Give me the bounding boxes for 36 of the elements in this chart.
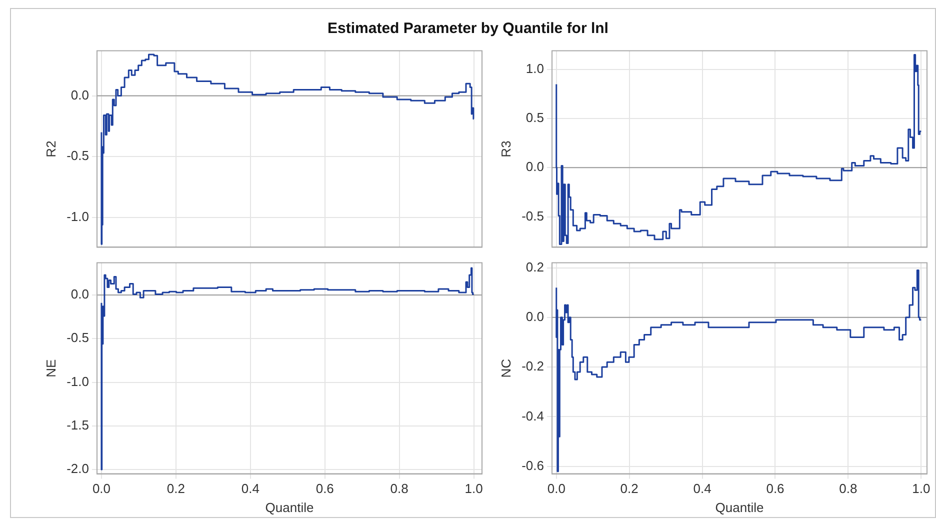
x-tick-label: 0.0 — [547, 481, 566, 496]
y-tick-label: 0.0 — [526, 159, 544, 174]
y-tick-label: -0.5 — [66, 148, 89, 164]
x-tick-label: 0.4 — [693, 481, 712, 496]
x-tick-label: 0.6 — [766, 481, 784, 496]
y-tick-label: -0.4 — [522, 408, 544, 424]
y-tick-label: -0.6 — [522, 458, 544, 473]
y-tick-label: 0.0 — [526, 308, 544, 324]
x-tick-label: 0.6 — [316, 481, 334, 496]
x-tick-label: 0.8 — [390, 481, 408, 496]
y-axis-title: R3 — [498, 140, 514, 158]
x-axis-title: Quantile — [715, 500, 764, 515]
y-tick-label: 0.0 — [70, 286, 89, 302]
x-tick-label: 0.2 — [620, 481, 638, 496]
x-axis-title: Quantile — [265, 500, 314, 515]
y-axis-title: NE — [43, 358, 58, 378]
y-tick-label: -0.5 — [66, 330, 89, 346]
y-tick-label: -2.0 — [66, 461, 89, 476]
x-tick-label: 0.2 — [166, 481, 185, 496]
y-tick-label: -0.2 — [522, 358, 544, 374]
y-axis-title: NC — [498, 358, 514, 378]
x-tick-label: 0.0 — [92, 481, 111, 496]
x-tick-label: 1.0 — [912, 481, 930, 496]
x-tick-label: 0.8 — [839, 481, 858, 496]
y-tick-label: -1.0 — [66, 374, 89, 389]
y-tick-label: -1.5 — [66, 417, 89, 432]
y-tick-label: 0.5 — [526, 110, 544, 126]
x-tick-label: 0.4 — [241, 481, 260, 496]
y-tick-label: 1.0 — [526, 61, 544, 76]
y-tick-label: -1.0 — [66, 208, 89, 224]
x-tick-label: 1.0 — [464, 481, 483, 496]
y-axis-title: R2 — [43, 140, 58, 158]
y-tick-label: 0.2 — [526, 259, 544, 274]
y-tick-label: -0.5 — [522, 208, 544, 224]
y-tick-label: 0.0 — [70, 87, 89, 102]
chart-title: Estimated Parameter by Quantile for lnl — [326, 20, 610, 37]
